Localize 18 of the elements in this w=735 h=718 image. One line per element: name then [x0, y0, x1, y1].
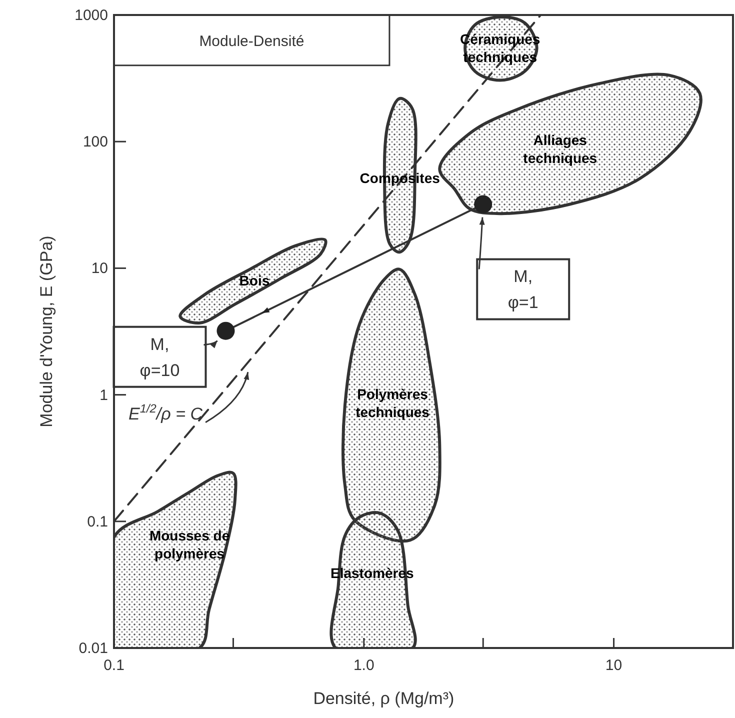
series-label: Bois [239, 272, 270, 289]
annotation: M, φ=1 [508, 267, 538, 312]
annotation: E$^{1/2}$/ρ = C [128, 401, 204, 424]
x-tick-label: 10 [605, 657, 622, 674]
text: Module-Densité [199, 33, 304, 50]
x-tick-label: 1.0 [353, 657, 374, 674]
y-tick-label: 0.1 [87, 513, 108, 530]
y-tick-label: 1 [100, 386, 108, 404]
x-tick-label: 0.1 [104, 657, 124, 674]
annotation: M, φ=10 [140, 334, 180, 380]
x-axis-title: Densité, ρ (Mg/m³) [313, 689, 454, 708]
series-label: Alliages techniques [523, 132, 598, 166]
y-tick-label: 100 [82, 134, 108, 151]
y-axis-title: Module d'Young, E (GPa) [37, 236, 56, 428]
y-tick-label: 10 [91, 260, 108, 278]
y-tick-label: 1000 [74, 7, 108, 24]
y-tick-label: 0.01 [78, 640, 108, 657]
series-label: Polymères techniques [356, 386, 430, 420]
